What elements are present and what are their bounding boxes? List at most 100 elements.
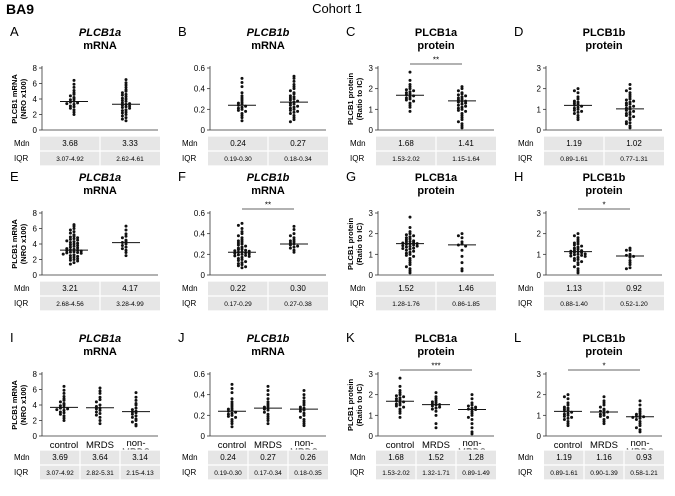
data-point [134, 395, 138, 399]
data-point [562, 414, 566, 418]
data-point [580, 244, 584, 248]
y-tick-label: 2 [33, 417, 38, 426]
table-cell: 0.88-1.40 [560, 301, 588, 308]
data-point [266, 408, 270, 412]
data-point [288, 94, 292, 98]
data-point [266, 397, 270, 401]
data-point [460, 92, 464, 96]
table-cell: 0.89-1.61 [550, 470, 578, 477]
y-tick-label: 2 [33, 256, 38, 265]
data-point [434, 391, 438, 395]
data-point [460, 254, 464, 258]
y-axis-label-unit: (Ratio to IC) [355, 77, 364, 120]
data-point [624, 89, 628, 93]
data-point [566, 422, 570, 426]
data-point [460, 114, 464, 118]
data-point [76, 101, 80, 105]
data-point [292, 76, 296, 80]
data-point [72, 78, 76, 82]
data-point [62, 398, 66, 402]
data-point [576, 247, 580, 251]
data-point [230, 425, 234, 429]
data-point [460, 267, 464, 271]
table-cell: 3.68 [62, 139, 78, 148]
data-point [98, 389, 102, 393]
data-point [240, 76, 244, 80]
data-point [296, 109, 300, 113]
y-tick-label: 3 [537, 209, 542, 218]
data-point [460, 118, 464, 122]
data-point [632, 99, 636, 103]
data-point [230, 417, 234, 421]
y-tick-label: 0 [537, 126, 542, 135]
data-point [76, 238, 80, 242]
data-point [408, 247, 412, 251]
data-point [576, 236, 580, 240]
y-tick-label: 0 [369, 432, 374, 441]
x-category-label: MRDS [422, 440, 450, 451]
y-axis-label-unit: (Ratio to IC) [355, 383, 364, 426]
data-point [456, 108, 460, 112]
data-point [236, 256, 240, 260]
data-point [408, 230, 412, 234]
data-point [572, 89, 576, 93]
table-cell: 1.16 [596, 453, 612, 462]
panel-subtitle: mRNA [83, 40, 117, 52]
panel-H: HPLCB1bprotein0123*non-suicidesuicideMdn… [514, 169, 664, 312]
data-point [632, 104, 636, 108]
data-point [470, 422, 474, 426]
data-point [292, 97, 296, 101]
data-point [470, 409, 474, 413]
data-point [394, 402, 398, 406]
data-point [266, 384, 270, 388]
data-point [569, 254, 573, 258]
data-point [72, 253, 76, 257]
panel-letter: C [346, 24, 355, 39]
data-point [240, 116, 244, 120]
data-point [266, 389, 270, 393]
y-axis-label: PLCB1 mRNA [10, 74, 19, 124]
table-cell: 1.19 [556, 453, 572, 462]
table-cell: 0.58-1.21 [630, 470, 658, 477]
y-tick-label: 3 [369, 370, 374, 379]
data-point [456, 89, 460, 93]
data-point [606, 415, 610, 419]
data-point [634, 426, 638, 430]
data-point [266, 404, 270, 408]
data-point [120, 109, 124, 113]
table-row-label: IQR [182, 154, 196, 163]
panel-subtitle: mRNA [83, 346, 117, 358]
data-point [134, 403, 138, 407]
data-point [566, 420, 570, 424]
data-point [240, 105, 244, 109]
data-point [580, 260, 584, 264]
y-tick-label: 3 [537, 370, 542, 379]
table-cell: 3.33 [122, 139, 138, 148]
data-point [124, 83, 128, 87]
data-point [298, 405, 302, 409]
table-row-label: IQR [518, 299, 532, 308]
data-point [566, 393, 570, 397]
data-point [464, 101, 468, 105]
data-point [236, 239, 240, 243]
data-point [628, 97, 632, 101]
data-point [398, 393, 402, 397]
table-row-label: Mdn [518, 453, 534, 462]
data-point [230, 391, 234, 395]
significance-label: * [602, 201, 605, 210]
y-tick-label: 3 [537, 64, 542, 73]
data-point [466, 415, 470, 419]
data-point [266, 393, 270, 397]
data-point [120, 117, 124, 121]
data-point [72, 108, 76, 112]
data-point [244, 248, 248, 252]
data-point [98, 408, 102, 412]
data-point [130, 420, 134, 424]
table-cell: 0.19-0.30 [224, 156, 252, 163]
data-point [266, 412, 270, 416]
data-point [628, 261, 632, 265]
data-point [576, 97, 580, 101]
x-category-label: control [218, 440, 247, 451]
